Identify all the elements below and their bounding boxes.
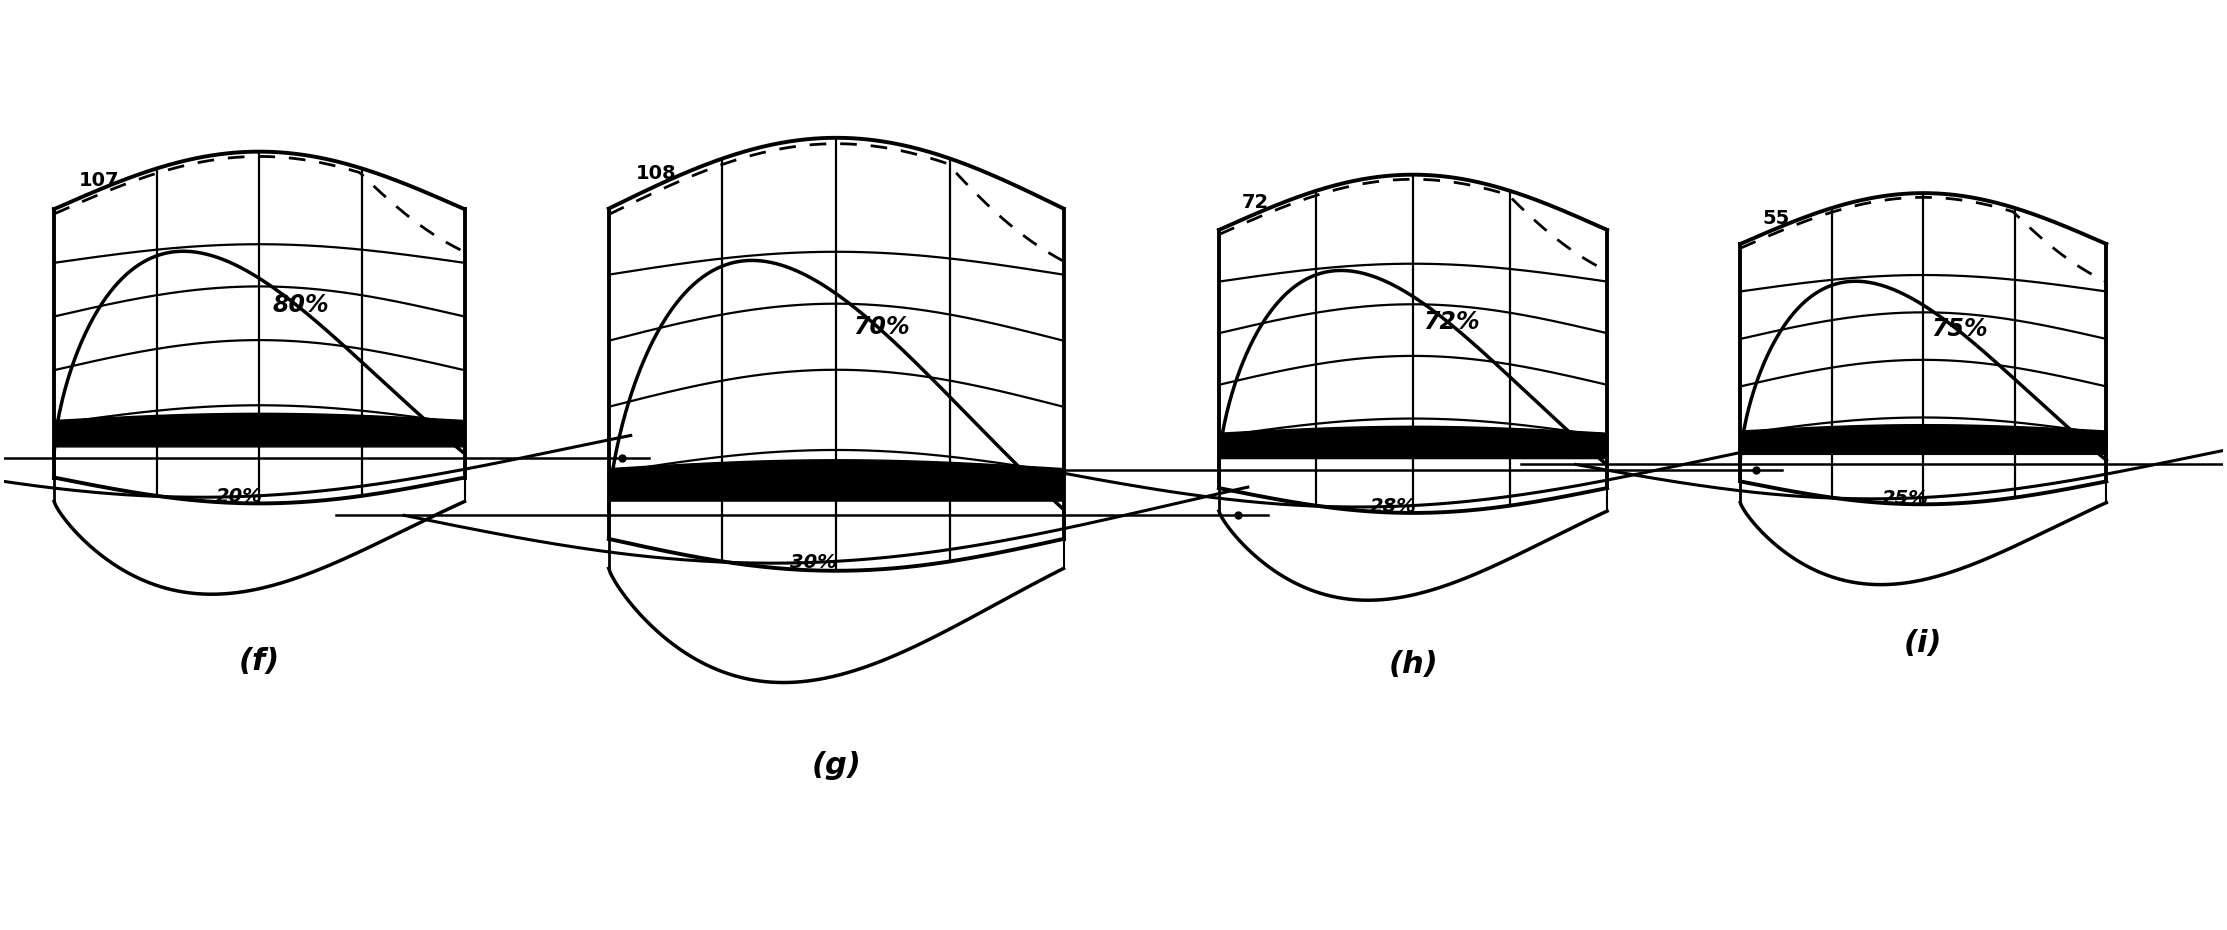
Text: 25%: 25% xyxy=(1882,489,1929,508)
Text: 80%: 80% xyxy=(272,293,330,317)
Text: 107: 107 xyxy=(78,171,120,190)
Text: 55: 55 xyxy=(1762,209,1791,228)
Text: 28%: 28% xyxy=(1370,497,1416,516)
Text: 70%: 70% xyxy=(853,314,911,339)
Text: 72%: 72% xyxy=(1423,310,1481,334)
Text: (g): (g) xyxy=(811,751,862,779)
Text: (h): (h) xyxy=(1387,650,1439,679)
Text: 30%: 30% xyxy=(791,553,837,572)
Text: 108: 108 xyxy=(637,164,677,182)
Text: 20%: 20% xyxy=(216,487,263,506)
Text: 72: 72 xyxy=(1243,193,1269,212)
Text: (i): (i) xyxy=(1904,630,1942,658)
Text: (f): (f) xyxy=(238,647,281,676)
Text: 75%: 75% xyxy=(1931,317,1989,340)
